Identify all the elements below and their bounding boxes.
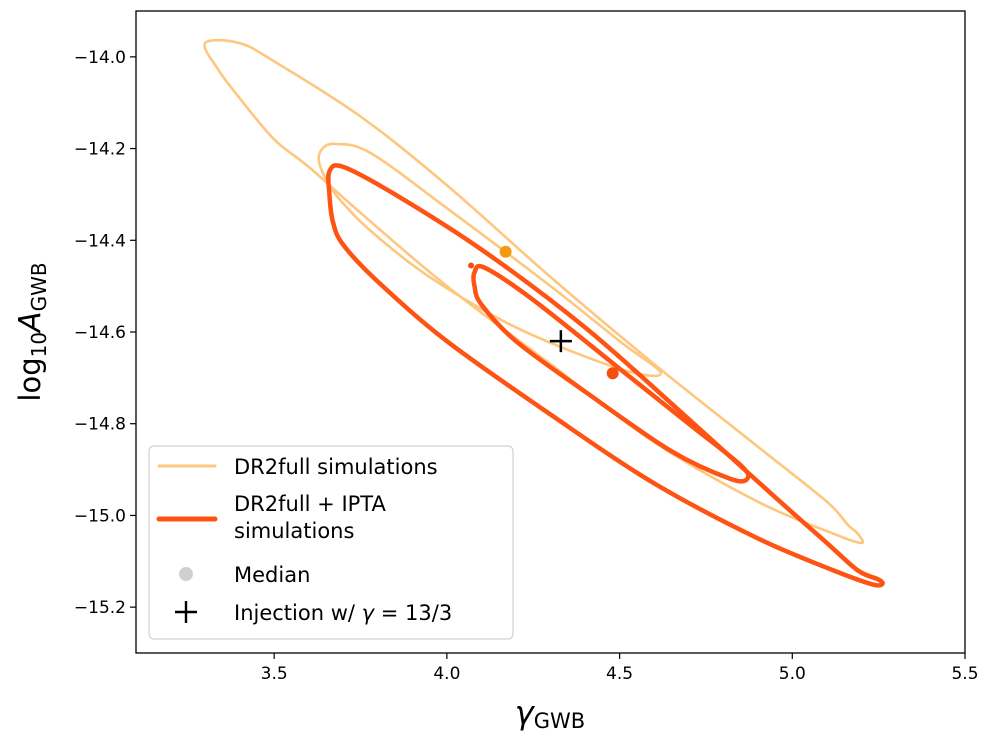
legend-label-injection: Injection w/ γ = 13/3	[234, 601, 452, 625]
injection-marker	[549, 330, 572, 353]
legend-label-median-text: Median	[234, 563, 310, 587]
x-tick-label: 5.0	[779, 664, 806, 684]
x-axis-title: γGWB	[515, 694, 585, 733]
plot-marks	[203, 38, 885, 588]
y-tick-label: −14.8	[74, 415, 126, 435]
legend-swatch-median	[179, 567, 193, 581]
y-tick-label: −14.6	[74, 323, 126, 343]
y-tick-label: −14.2	[74, 140, 126, 160]
median-point-dr2full-ipta-simulations	[606, 367, 619, 380]
legend-label-injection-gamma: γ	[362, 601, 376, 625]
legend-swatch-injection	[175, 601, 197, 623]
x-tick-label: 4.5	[606, 664, 633, 684]
y-axis-title-log: log	[13, 357, 47, 401]
legend-label-median: Median	[234, 563, 310, 587]
y-tick-label: −14.4	[74, 231, 126, 251]
contour-dr2full-ipta-simulations-outer	[326, 163, 885, 588]
median-point-dr2full-simulations	[499, 245, 512, 258]
x-tick-label: 3.5	[261, 664, 288, 684]
y-tick-label: −14.0	[74, 48, 126, 68]
x-axis: 3.5 4.0 4.5 5.0 5.5	[261, 653, 979, 684]
x-axis-title-symbol: γ	[515, 694, 536, 732]
y-axis-title-subscript-10: 10	[27, 332, 51, 357]
x-tick-label: 4.0	[433, 664, 460, 684]
y-axis-title-amplitude: A	[13, 311, 48, 334]
y-axis-title: log10AGWB	[13, 262, 51, 401]
x-axis-title-subscript: GWB	[534, 709, 585, 733]
contour-dr2full-simulations-outer	[203, 38, 865, 545]
legend-label-dr2full: DR2full simulations	[234, 455, 438, 479]
y-tick-label: −15.2	[74, 598, 126, 618]
x-tick-label: 5.5	[951, 664, 978, 684]
y-axis-title-subscript-gwb: GWB	[27, 262, 51, 311]
legend-label-dr2full-ipta: DR2full + IPTA simulations	[234, 492, 386, 543]
legend-label-dr2full-ipta-line2: simulations	[234, 519, 354, 543]
y-axis: −14.0 −14.2 −14.4 −14.6 −14.8 −15.0 −15.2	[74, 48, 136, 618]
legend-label-dr2full-text: DR2full simulations	[234, 455, 438, 479]
legend-label-injection-prefix: Injection w/	[234, 601, 362, 625]
contour-dr2full-ipta-simulations-inner	[471, 263, 751, 484]
legend-box	[148, 445, 514, 640]
legend-label-injection-value: = 13/3	[374, 601, 452, 625]
legend: DR2full simulations DR2full + IPTA simula…	[148, 445, 514, 640]
legend-label-dr2full-ipta-line1: DR2full + IPTA	[234, 492, 386, 516]
extra-point-0	[468, 262, 475, 269]
y-tick-label: −15.0	[74, 506, 126, 526]
